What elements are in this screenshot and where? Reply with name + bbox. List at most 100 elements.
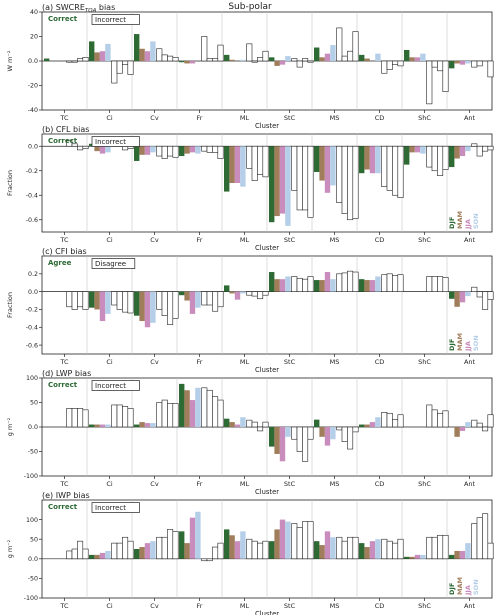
bar-incorrect-jja	[347, 270, 354, 292]
bar-incorrect-djf	[111, 542, 118, 560]
bar-correct-mam	[184, 146, 190, 154]
panel-0: -40 -20 0.0 20 40 W m⁻² (a) SWCRETOA bias TC Ci C…	[6, 3, 494, 130]
bar-incorrect-mam	[341, 145, 348, 214]
bar-incorrect-son	[487, 291, 494, 300]
bar-incorrect-mam	[71, 143, 78, 147]
bar-incorrect-jja	[347, 50, 354, 62]
bar-incorrect-mam	[341, 540, 348, 560]
bar-correct-mam	[454, 550, 460, 559]
x-tick-label: MS	[330, 358, 340, 366]
season-label-son: SON	[472, 335, 480, 351]
y-axis-label: g m⁻²	[6, 539, 14, 558]
bar-correct-jja	[324, 427, 331, 446]
bar-correct-mam	[454, 427, 460, 437]
bar-correct-son	[240, 417, 246, 427]
y-tick-label: 0.0	[28, 58, 38, 65]
y-tick-label: 0.0	[28, 289, 38, 296]
bar-correct-jja	[459, 291, 466, 303]
bar-incorrect-mam	[116, 404, 123, 428]
bar-incorrect-son	[82, 548, 89, 560]
bar-incorrect-mam	[431, 145, 438, 172]
panel-title: (b) CFL bias	[42, 125, 89, 134]
bar-incorrect-mam	[161, 536, 168, 560]
bar-incorrect-mam	[206, 389, 213, 428]
bar-correct-mam	[364, 58, 370, 61]
x-tick-label: StC	[284, 236, 296, 244]
bar-correct-son	[240, 59, 246, 61]
x-tick-label: ML	[240, 358, 250, 366]
bar-correct-djf	[404, 556, 410, 559]
bar-correct-jja	[99, 146, 106, 154]
season-label-jja: JJA	[464, 585, 472, 596]
bar-correct-son	[465, 146, 471, 152]
bar-correct-mam	[454, 61, 460, 64]
bar-correct-son	[330, 279, 336, 292]
bar-incorrect-jja	[122, 406, 129, 428]
x-axis-label: Cluster	[255, 610, 279, 615]
y-tick-label: -40	[28, 107, 38, 114]
bar-correct-jja	[99, 291, 106, 322]
panel-2: -0.6 -0.4 -0.2 0.0 0.2 Fraction (c) CFI bias TC…	[6, 247, 494, 374]
bar-incorrect-mam	[296, 60, 303, 68]
bar-incorrect-jja	[257, 57, 264, 62]
y-tick-label: -100	[24, 473, 38, 480]
y-tick-label: -50	[28, 576, 38, 583]
bar-correct-mam	[274, 61, 280, 66]
y-tick-label: 40	[30, 9, 38, 16]
bar-correct-jja	[99, 51, 106, 61]
x-tick-label: Fr	[197, 358, 203, 366]
bar-correct-djf	[404, 49, 410, 61]
y-tick-label: 0.0	[28, 424, 38, 431]
y-tick-label: -0.6	[26, 217, 38, 224]
bar-incorrect-son	[127, 60, 134, 75]
y-tick-label: 0.0	[28, 556, 38, 563]
bar-correct-djf	[359, 424, 365, 427]
bar-correct-jja	[144, 291, 151, 328]
bar-correct-djf	[179, 383, 185, 427]
bar-correct-mam	[364, 424, 370, 427]
x-tick-label: StC	[284, 358, 296, 366]
y-tick-label: -0.4	[26, 192, 38, 199]
bar-correct-mam	[139, 547, 145, 559]
legend-incorrect-label: Incorrect	[95, 16, 126, 24]
bar-correct-djf	[314, 541, 320, 559]
x-tick-label: Ci	[106, 480, 113, 488]
bar-incorrect-djf	[291, 523, 298, 560]
bar-correct-mam	[409, 556, 415, 559]
bar-correct-jja	[279, 279, 286, 292]
bar-incorrect-mam	[296, 527, 303, 560]
bar-incorrect-djf	[291, 426, 298, 440]
bar-incorrect-djf	[111, 404, 118, 428]
bar-incorrect-jja	[302, 278, 309, 292]
bar-correct-jja	[279, 427, 286, 462]
bar-incorrect-jja	[302, 145, 309, 211]
bar-correct-jja	[459, 427, 466, 431]
bar-incorrect-son	[487, 145, 494, 151]
x-tick-label: CD	[375, 480, 385, 488]
bar-incorrect-jja	[392, 275, 399, 292]
bar-incorrect-djf	[246, 291, 253, 296]
bar-incorrect-jja	[257, 426, 264, 432]
bar-correct-djf	[134, 424, 140, 427]
bar-correct-djf	[359, 543, 365, 559]
bar-incorrect-jja	[167, 403, 174, 428]
bar-correct-son	[285, 276, 291, 292]
bar-incorrect-djf	[381, 538, 388, 560]
x-tick-label: TC	[59, 114, 69, 122]
bar-incorrect-mam	[431, 536, 438, 560]
bar-incorrect-mam	[251, 291, 258, 297]
bar-correct-son	[285, 427, 291, 437]
bar-correct-mam	[94, 424, 100, 427]
bar-incorrect-djf	[381, 274, 388, 292]
bar-incorrect-djf	[471, 286, 478, 292]
y-tick-label: 20	[30, 34, 38, 41]
bar-incorrect-son	[307, 426, 314, 440]
x-tick-label: ML	[240, 602, 250, 610]
bar-incorrect-son	[262, 421, 269, 428]
bar-incorrect-jja	[392, 145, 399, 196]
bar-incorrect-son	[397, 538, 404, 560]
bar-correct-djf	[89, 41, 95, 61]
x-tick-label: StC	[284, 602, 296, 610]
bar-incorrect-son	[262, 291, 269, 296]
bar-correct-djf	[134, 291, 140, 316]
